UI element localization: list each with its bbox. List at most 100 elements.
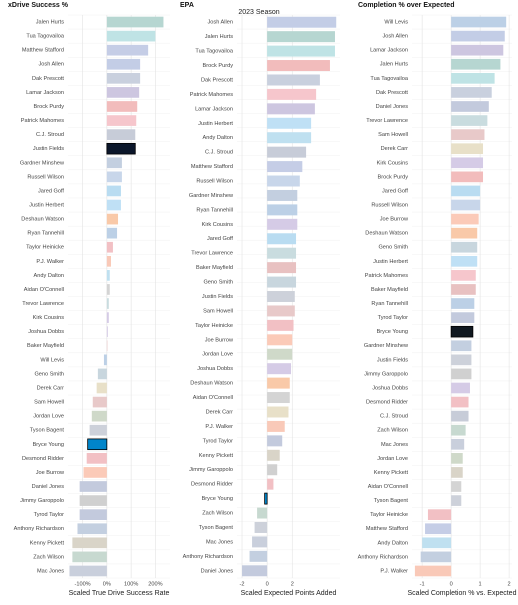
bar bbox=[257, 508, 267, 519]
bar bbox=[267, 464, 277, 475]
bar bbox=[107, 214, 118, 225]
x-axis-title: Scaled Completion % vs. Expected bbox=[408, 590, 517, 597]
player-label: Mac Jones bbox=[37, 568, 64, 574]
player-label: Zach Wilson bbox=[33, 554, 64, 560]
player-label: Brock Purdy bbox=[203, 63, 234, 69]
bar bbox=[451, 495, 461, 506]
player-label: Aidan O'Connell bbox=[193, 395, 233, 401]
bar bbox=[90, 425, 107, 436]
bar bbox=[69, 566, 106, 577]
bar bbox=[451, 467, 463, 478]
x-axis-title: Scaled Expected Points Added bbox=[241, 590, 337, 597]
player-label: Aidan O'Connell bbox=[24, 287, 64, 293]
player-label: Will Levis bbox=[40, 357, 64, 363]
player-label: Anthony Richardson bbox=[358, 554, 408, 560]
bar bbox=[107, 157, 122, 168]
x-tick-label: 2 bbox=[291, 581, 294, 587]
player-label: Jared Goff bbox=[38, 188, 64, 194]
bar bbox=[267, 435, 282, 446]
player-label: Andy Dalton bbox=[378, 540, 408, 546]
player-label: Gardner Minshew bbox=[364, 343, 409, 349]
player-label: Josh Allen bbox=[383, 34, 409, 40]
bar bbox=[451, 143, 483, 154]
player-label: Justin Herbert bbox=[29, 202, 64, 208]
bar bbox=[451, 453, 463, 464]
player-label: Derek Carr bbox=[381, 146, 408, 152]
player-label: Sam Howell bbox=[378, 132, 408, 138]
bar bbox=[451, 87, 492, 98]
player-label: P.J. Walker bbox=[36, 259, 64, 265]
player-label: Joe Burrow bbox=[205, 337, 234, 343]
player-label: Zach Wilson bbox=[202, 511, 233, 517]
player-label: Derek Carr bbox=[37, 385, 64, 391]
bar bbox=[107, 45, 148, 56]
player-label: Jalen Hurts bbox=[205, 34, 233, 40]
bar bbox=[425, 523, 451, 534]
bar bbox=[451, 340, 471, 351]
bar bbox=[107, 17, 164, 28]
bar bbox=[451, 59, 500, 70]
player-label: Sam Howell bbox=[203, 308, 233, 314]
player-label: Will Levis bbox=[384, 20, 408, 26]
bar bbox=[267, 277, 296, 288]
bar bbox=[252, 536, 267, 547]
player-label: Jimmy Garoppolo bbox=[364, 371, 408, 377]
player-label: Andy Dalton bbox=[203, 135, 233, 141]
bar bbox=[72, 552, 106, 563]
player-label: Trevor Lawrence bbox=[22, 301, 64, 307]
player-label: P.J. Walker bbox=[380, 568, 408, 574]
bar bbox=[451, 312, 474, 323]
player-label: Tua Tagovailoa bbox=[370, 76, 409, 82]
player-label: C.J. Stroud bbox=[205, 150, 233, 156]
bar bbox=[98, 369, 107, 380]
bar bbox=[265, 493, 268, 504]
bar bbox=[267, 31, 335, 42]
panel-title: EPA bbox=[180, 2, 194, 9]
player-label: Jimmy Garoppolo bbox=[20, 498, 64, 504]
bar bbox=[422, 537, 451, 548]
player-label: Anthony Richardson bbox=[14, 526, 64, 532]
player-label: Brock Purdy bbox=[378, 174, 409, 180]
bar bbox=[80, 509, 107, 520]
player-label: Tyrod Taylor bbox=[378, 315, 409, 321]
player-label: Daniel Jones bbox=[32, 484, 65, 490]
bar bbox=[80, 481, 107, 492]
bar bbox=[267, 349, 292, 360]
player-label: Tua Tagovailoa bbox=[26, 34, 65, 40]
player-label: Lamar Jackson bbox=[26, 90, 64, 96]
x-tick-label: -1 bbox=[420, 581, 425, 587]
bar bbox=[451, 397, 468, 408]
bar bbox=[107, 87, 139, 98]
player-label: Jordan Love bbox=[33, 414, 64, 420]
bar bbox=[267, 89, 316, 100]
bar bbox=[451, 242, 477, 253]
bar bbox=[255, 522, 268, 533]
bar bbox=[267, 479, 273, 490]
bar bbox=[451, 411, 468, 422]
bar bbox=[267, 147, 306, 158]
bar bbox=[451, 31, 505, 42]
player-label: Joshua Dobbs bbox=[197, 366, 233, 372]
player-label: Geno Smith bbox=[203, 280, 233, 286]
bar bbox=[451, 17, 506, 28]
player-label: Anthony Richardson bbox=[183, 554, 233, 560]
bar bbox=[107, 284, 110, 295]
player-label: Tyson Bagent bbox=[199, 525, 234, 531]
bar bbox=[428, 509, 451, 520]
bar bbox=[107, 143, 135, 154]
bar bbox=[451, 186, 480, 197]
player-label: Josh Allen bbox=[208, 20, 234, 26]
bar bbox=[267, 17, 336, 28]
x-tick-label: 0% bbox=[103, 581, 111, 587]
bar bbox=[451, 354, 471, 365]
bar bbox=[267, 219, 297, 230]
bar bbox=[451, 481, 461, 492]
player-label: Taylor Heinicke bbox=[195, 323, 233, 329]
bar bbox=[267, 450, 280, 461]
x-tick-label: -2 bbox=[240, 581, 245, 587]
player-label: Brock Purdy bbox=[34, 104, 65, 110]
bar bbox=[451, 115, 487, 126]
bar bbox=[107, 101, 137, 112]
player-label: Baker Mayfield bbox=[196, 265, 233, 271]
bar bbox=[107, 270, 110, 281]
